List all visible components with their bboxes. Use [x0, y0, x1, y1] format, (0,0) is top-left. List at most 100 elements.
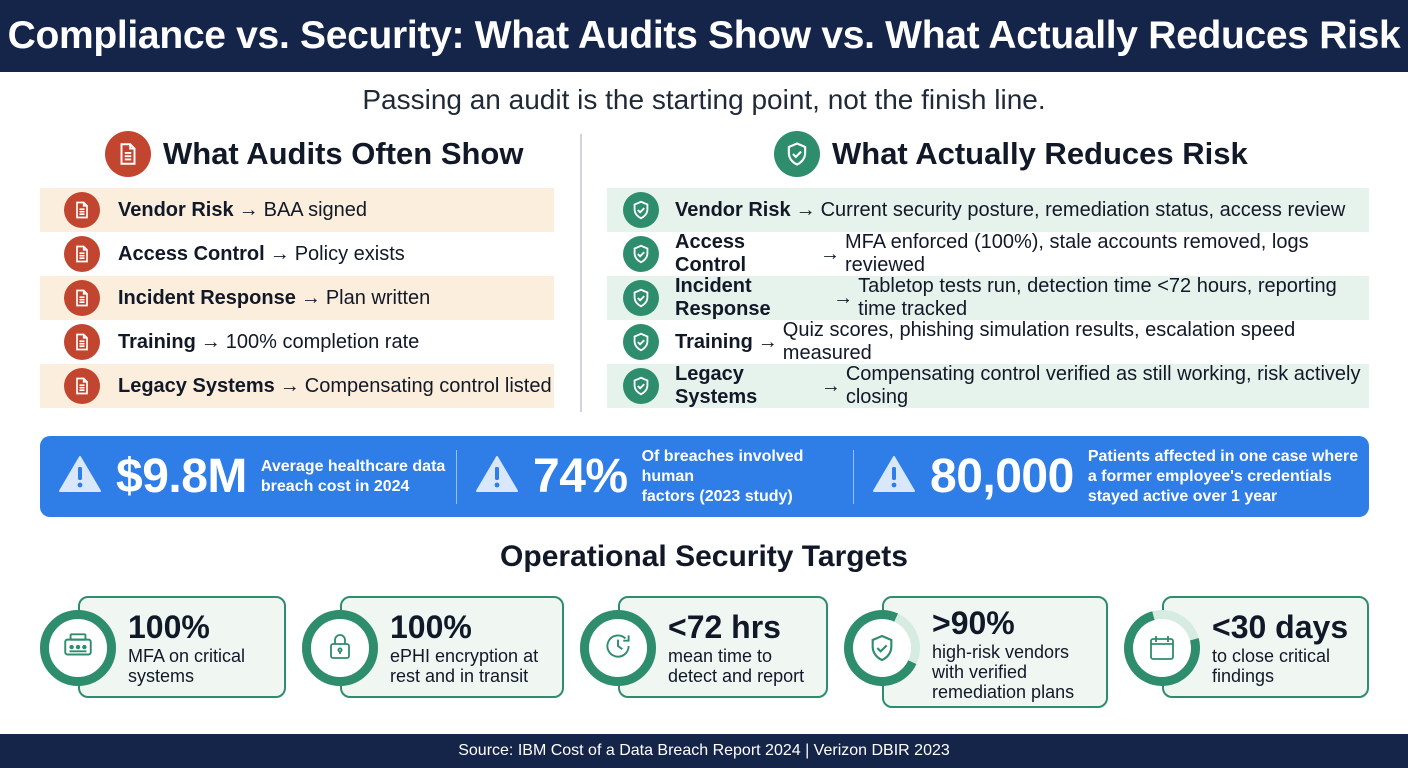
- item-term: Training: [675, 330, 753, 353]
- audits-heading: What Audits Often Show: [105, 130, 523, 178]
- target-card: 100% MFA on critical systems: [40, 596, 286, 698]
- document-icon: [64, 368, 100, 404]
- target-label: ePHI encryption at rest and in transit: [390, 646, 562, 686]
- stat-human-factors: 74% Of breaches involved human factors (2…: [457, 436, 853, 517]
- column-divider: [580, 134, 582, 412]
- stat-desc-line: Average healthcare data: [260, 457, 446, 475]
- document-icon: [64, 236, 100, 272]
- shield-check-icon: [866, 632, 898, 664]
- list-item: Incident Response → Plan written: [40, 276, 554, 320]
- shield-check-icon: [623, 280, 659, 316]
- item-term: Legacy Systems: [118, 374, 275, 397]
- progress-ring: [40, 610, 116, 686]
- shield-check-icon: [623, 236, 659, 272]
- arrow: →: [833, 286, 854, 309]
- target-label: high-risk vendors with verified remediatio…: [932, 642, 1106, 702]
- stat-patients: 80,000 Patients affected in one case whe…: [854, 436, 1358, 517]
- page-subtitle: Passing an audit is the starting point, …: [362, 84, 1046, 115]
- page-title: Compliance vs. Security: What Audits Sho…: [0, 0, 1408, 72]
- stat-desc-line: a former employee's credentials: [1087, 467, 1332, 485]
- mfa-keypad-icon: [61, 629, 95, 668]
- calendar-icon: [1146, 632, 1178, 664]
- arrow: →: [269, 242, 290, 265]
- progress-ring: [580, 610, 656, 686]
- arrow: →: [238, 198, 259, 221]
- arrow: →: [279, 374, 300, 397]
- target-card: >90% high-risk vendors with verified remed…: [833, 596, 1108, 708]
- target-label-line: detect and report: [668, 666, 805, 686]
- target-label-line: rest and in transit: [390, 666, 529, 686]
- target-label-line: high-risk vendors: [932, 642, 1070, 662]
- stat-desc-line: stayed active over 1 year: [1087, 487, 1278, 505]
- item-term: Access Control: [675, 231, 747, 276]
- progress-ring: [302, 610, 378, 686]
- stat-value: 80,000: [930, 450, 1074, 503]
- warning-icon: [58, 454, 102, 499]
- target-card: <72 hrs mean time to detect and report: [580, 596, 828, 698]
- stat-desc-line: breach cost in 2024: [260, 477, 410, 495]
- target-value: >90%: [932, 605, 1015, 641]
- target-label: MFA on critical systems: [128, 646, 284, 686]
- list-item: Incident Response → Tabletop tests run, de…: [607, 275, 1369, 320]
- stats-banner: $9.8M Average healthcare data breach cost…: [40, 436, 1369, 517]
- shield-check-icon: [623, 192, 659, 228]
- item-text: BAA signed: [263, 198, 368, 221]
- list-item: Access Control → MFA enforced (100%), stal…: [607, 231, 1369, 276]
- source-footer: Source: IBM Cost of a Data Breach Report…: [0, 734, 1408, 768]
- stat-breach-cost: $9.8M Average healthcare data breach cost…: [40, 436, 456, 517]
- warning-icon: [475, 454, 519, 499]
- target-label-line: systems: [128, 666, 195, 686]
- target-label: mean time to detect and report: [668, 646, 826, 686]
- list-item: Vendor Risk → BAA signed: [40, 188, 554, 232]
- item-term: Incident Response: [118, 286, 296, 309]
- risk-heading-label: What Actually Reduces Risk: [832, 136, 1248, 171]
- stat-desc: Of breaches involved human factors (2023 …: [642, 447, 853, 507]
- stat-desc-line: factors (2023 study): [641, 487, 793, 505]
- target-box: >90% high-risk vendors with verified remed…: [882, 596, 1108, 708]
- stat-value: 74%: [533, 450, 628, 503]
- target-card: <30 days to close critical findings: [1110, 596, 1369, 700]
- item-text: MFA enforced (100%), stale accounts remo…: [845, 231, 1309, 276]
- shield-check-icon: [623, 368, 659, 404]
- arrow: →: [795, 198, 816, 221]
- stat-divider: [456, 449, 457, 504]
- item-text: Current security posture, remediation st…: [820, 198, 1346, 221]
- item-term: Vendor Risk: [118, 198, 234, 221]
- warning-icon: [872, 454, 916, 499]
- list-item: Legacy Systems → Compensating control list…: [40, 364, 554, 408]
- stat-desc: Average healthcare data breach cost in 20…: [261, 457, 445, 497]
- item-text: Tabletop tests run, detection time <72 h…: [858, 275, 1337, 320]
- list-item: Legacy Systems → Compensating control veri…: [607, 363, 1369, 408]
- item-term: Training: [118, 330, 196, 353]
- target-value: <72 hrs: [668, 609, 781, 645]
- progress-ring: [833, 599, 931, 697]
- item-term: Vendor Risk: [675, 198, 791, 221]
- target-label-line: with verified: [932, 662, 1028, 682]
- risk-heading: What Actually Reduces Risk: [774, 130, 1248, 178]
- item-term: Incident Response: [675, 275, 771, 320]
- arrow: →: [820, 242, 840, 265]
- arrow: →: [200, 330, 221, 353]
- shield-check-icon: [623, 324, 659, 360]
- arrow: →: [757, 330, 778, 353]
- shield-check-icon: [774, 131, 820, 177]
- audits-list: Vendor Risk → BAA signed Access Control → Po…: [40, 188, 554, 408]
- ops-title: Operational Security Targets: [500, 540, 908, 573]
- target-label-line: remediation plans: [932, 682, 1075, 702]
- target-value: 100%: [128, 609, 210, 645]
- stat-desc-line: Patients affected in one case where: [1087, 447, 1359, 465]
- target-value: 100%: [390, 609, 472, 645]
- arrow: →: [300, 286, 321, 309]
- stat-desc-line: Of breaches involved human: [641, 447, 804, 485]
- list-item: Access Control → Policy exists: [40, 232, 554, 276]
- item-text: Plan written: [325, 286, 431, 309]
- item-term: Legacy Systems: [675, 363, 758, 408]
- list-item: Training → Quiz scores, phishing simulatio…: [607, 319, 1369, 364]
- risk-list: Vendor Risk → Current security posture, re…: [607, 188, 1369, 408]
- document-icon: [64, 280, 100, 316]
- item-text: 100% completion rate: [225, 330, 420, 353]
- document-icon: [64, 324, 100, 360]
- document-icon: [64, 192, 100, 228]
- audits-heading-label: What Audits Often Show: [163, 136, 524, 171]
- stat-value: $9.8M: [116, 450, 247, 503]
